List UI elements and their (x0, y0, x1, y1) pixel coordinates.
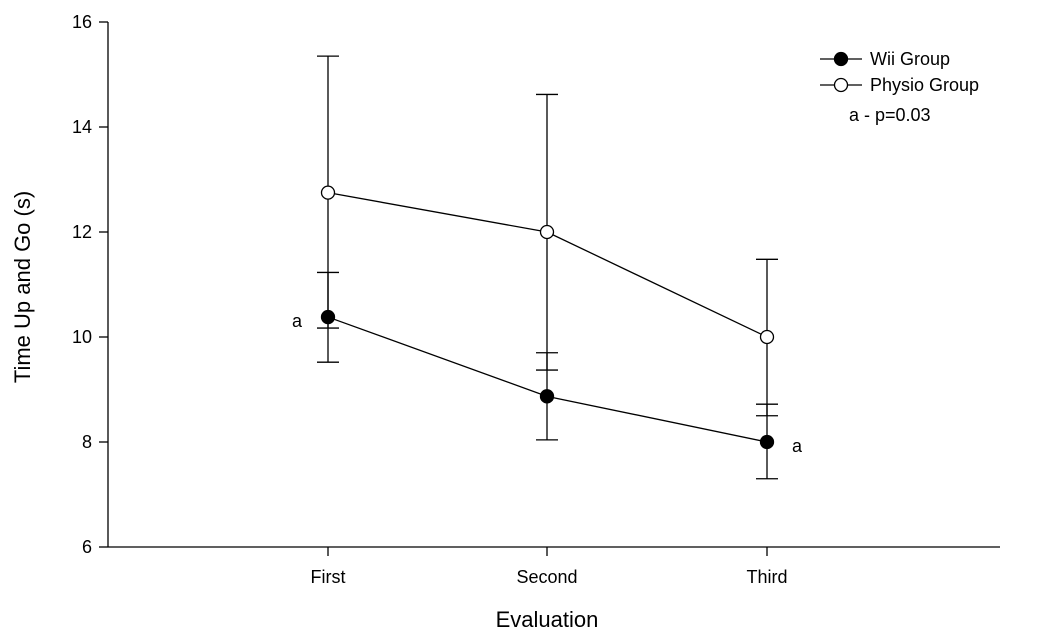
x-tick-label: First (311, 567, 346, 587)
data-point (539, 224, 555, 240)
y-tick-label: 6 (82, 537, 92, 557)
x-tick-label: Third (746, 567, 787, 587)
y-tick-label: 8 (82, 432, 92, 452)
significance-annotation: a (292, 311, 303, 331)
y-tick-label: 14 (72, 117, 92, 137)
legend-marker-physio (833, 77, 849, 93)
y-axis-ticks: 6 8 10 12 14 16 (72, 12, 108, 557)
data-point (759, 329, 775, 345)
x-tick-label: Second (516, 567, 577, 587)
significance-annotation: a (792, 436, 803, 456)
legend-label-physio: Physio Group (870, 75, 979, 95)
data-point (320, 185, 336, 200)
y-tick-label: 12 (72, 222, 92, 242)
axes (107, 22, 1000, 548)
legend-label-wii: Wii Group (870, 49, 950, 69)
legend-note: a - p=0.03 (849, 105, 931, 125)
x-axis-ticks: First Second Third (311, 547, 788, 587)
data-point (539, 389, 555, 404)
plot-area: aa (292, 55, 803, 480)
legend: Wii Group Physio Group a - p=0.03 (820, 49, 979, 125)
x-axis-title: Evaluation (496, 607, 599, 631)
legend-marker-wii (833, 51, 849, 67)
y-tick-label: 10 (72, 327, 92, 347)
data-point (759, 434, 775, 450)
y-axis-title: Time Up and Go (s) (10, 191, 35, 383)
y-tick-label: 16 (72, 12, 92, 32)
series-physio-group (317, 55, 778, 417)
